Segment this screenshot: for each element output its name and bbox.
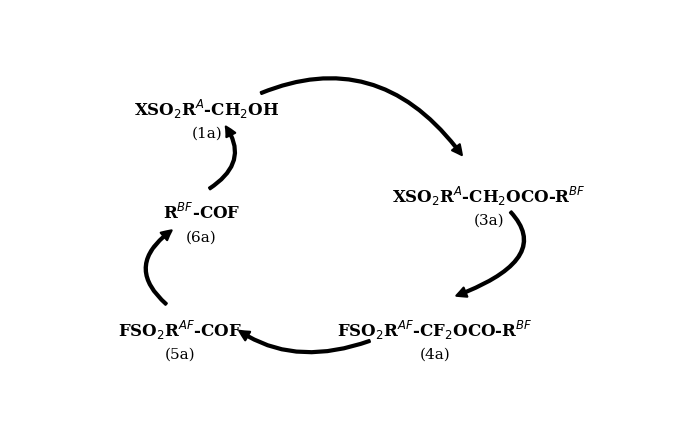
Text: FSO$_2$R$^{AF}$-COF: FSO$_2$R$^{AF}$-COF [118,318,242,341]
FancyArrowPatch shape [456,212,525,297]
Text: (3a): (3a) [474,213,504,227]
Text: (4a): (4a) [419,347,450,361]
Text: XSO$_2$R$^A$-CH$_2$OCO-R$^{BF}$: XSO$_2$R$^A$-CH$_2$OCO-R$^{BF}$ [392,184,586,207]
FancyArrowPatch shape [209,127,236,190]
FancyArrowPatch shape [260,78,462,156]
Text: (6a): (6a) [186,230,217,244]
FancyArrowPatch shape [239,331,370,353]
FancyArrowPatch shape [145,231,172,305]
Text: (1a): (1a) [192,126,222,140]
Text: R$^{BF}$-COF: R$^{BF}$-COF [163,202,240,223]
Text: XSO$_2$R$^A$-CH$_2$OH: XSO$_2$R$^A$-CH$_2$OH [134,97,279,120]
Text: FSO$_2$R$^{AF}$-CF$_2$OCO-R$^{BF}$: FSO$_2$R$^{AF}$-CF$_2$OCO-R$^{BF}$ [337,318,533,341]
Text: (5a): (5a) [164,347,195,361]
